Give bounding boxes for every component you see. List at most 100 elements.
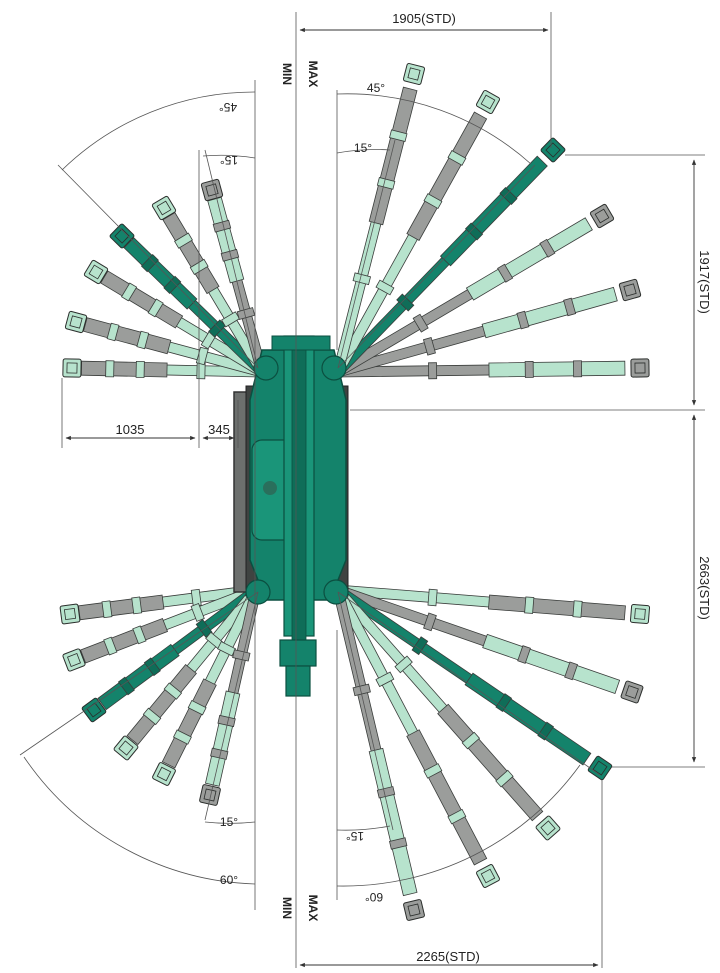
arm-joint — [352, 683, 371, 697]
arm-foot-pad-inner — [118, 740, 134, 756]
arm-foot-pad — [475, 89, 501, 115]
arm-joint — [573, 360, 583, 378]
arm-joint — [447, 808, 467, 825]
arm-foot-pad — [618, 278, 642, 302]
outrigger-arm — [62, 584, 259, 672]
arm-foot-pad — [587, 755, 613, 781]
arm-foot-pad-inner — [69, 315, 83, 329]
arm-joint — [117, 676, 135, 696]
arm-foot-pad — [402, 62, 426, 86]
tr-inner-angle: 15° — [354, 141, 372, 155]
outrigger-arm — [62, 358, 263, 380]
arm-joint — [422, 337, 436, 356]
arm-joint — [461, 731, 481, 750]
arm-foot-pad-inner — [480, 94, 496, 110]
arm-joint — [517, 645, 531, 664]
arm-foot-pad-inner — [634, 362, 646, 374]
max-label-bottom: MAX — [306, 895, 320, 922]
arm-foot-pad-inner — [594, 208, 610, 224]
outrigger-arm — [200, 178, 268, 374]
arm-joint — [352, 272, 372, 286]
arm-foot-pad-inner — [407, 67, 421, 81]
boom-foot — [271, 335, 331, 351]
arm-joint — [375, 671, 395, 688]
arm-foot-pad — [64, 310, 88, 334]
bl-outer-arc — [23, 756, 256, 885]
arm-foot-pad — [630, 358, 650, 378]
left-inner-label: 345 — [208, 422, 230, 437]
arm-outer-section — [482, 633, 621, 695]
arm-joint — [376, 786, 396, 799]
arm-foot-pad-inner — [156, 200, 172, 216]
arm-joint — [103, 636, 118, 656]
arm-joint — [497, 263, 514, 283]
br-inner-ray — [337, 591, 394, 831]
arm-foot-pad — [62, 648, 86, 672]
arm-joint — [375, 279, 395, 296]
axis-labels: MIN MAX MIN MAX — [280, 61, 320, 922]
bottom-width-label: 2265(STD) — [416, 949, 480, 964]
bl-inner-angle: 15° — [220, 815, 238, 829]
hook-block — [285, 665, 311, 697]
arm-foot-pad-inner — [592, 760, 608, 776]
hinge-bottom-right — [323, 579, 349, 605]
arm-outer-section — [488, 360, 626, 378]
min-label-top: MIN — [280, 63, 294, 85]
tr-inner-ray — [337, 139, 396, 369]
arm-foot-pad-inner — [66, 362, 78, 374]
arm-outer-section — [82, 317, 172, 355]
arm-joint — [221, 311, 241, 328]
arm-foot-pad — [535, 815, 561, 841]
arm-joint — [516, 310, 530, 330]
arm-joint — [563, 297, 577, 317]
arm-joint — [524, 596, 535, 614]
arm-outer-section — [97, 643, 180, 711]
outrigger-arm — [109, 223, 267, 377]
arm-joint — [210, 747, 229, 760]
arm-joint — [190, 588, 202, 607]
arm-foot-pad — [200, 178, 224, 202]
outrigger-arm — [337, 358, 650, 380]
max-label-top: MAX — [306, 61, 320, 88]
arm-foot-pad — [113, 735, 139, 761]
br-outer-ray — [337, 591, 601, 776]
arm-foot-pad-inner — [203, 788, 217, 802]
boom-inner — [291, 349, 307, 641]
arm-outer-section — [465, 217, 593, 301]
tl-outer-ray — [57, 164, 259, 369]
arm-joint — [524, 361, 534, 378]
arm-joint — [427, 588, 438, 607]
arm-joint — [174, 232, 193, 249]
arm-foot-pad-inner — [634, 608, 646, 620]
arm-joint — [163, 275, 182, 294]
arm-outer-section — [439, 155, 548, 267]
br-outer-angle: 60° — [365, 890, 383, 904]
br-inner-arc — [336, 825, 391, 831]
outrigger-arm — [81, 585, 260, 723]
arm-foot-pad — [152, 762, 176, 786]
arm-foot-pad-inner — [88, 264, 104, 280]
arm-joint — [537, 721, 555, 741]
arm-foot-pad — [59, 603, 81, 625]
arm-joint — [105, 360, 115, 378]
arm-outer-section — [437, 703, 544, 822]
outrigger-arm — [334, 203, 615, 377]
arm-joint — [376, 177, 396, 190]
arm-foot-pad — [589, 203, 615, 229]
arm-foot-pad-inner — [623, 283, 637, 297]
arm-outer-section — [406, 111, 488, 241]
arm-outer-section — [126, 663, 197, 746]
arm-outer-section — [207, 196, 245, 284]
arm-joint — [212, 219, 232, 233]
arm-outer-section — [80, 360, 168, 378]
arm-joint — [101, 600, 113, 619]
tr-outer-ray — [337, 164, 536, 369]
arm-joint — [217, 714, 236, 728]
arm-outer-section — [123, 237, 198, 310]
arm-foot-pad-inner — [407, 903, 421, 917]
outrigger-arm — [59, 584, 258, 625]
arm-joint — [142, 707, 162, 726]
outrigger-arm — [333, 89, 501, 375]
arm-joint — [423, 763, 443, 779]
arm-joint — [132, 625, 147, 645]
